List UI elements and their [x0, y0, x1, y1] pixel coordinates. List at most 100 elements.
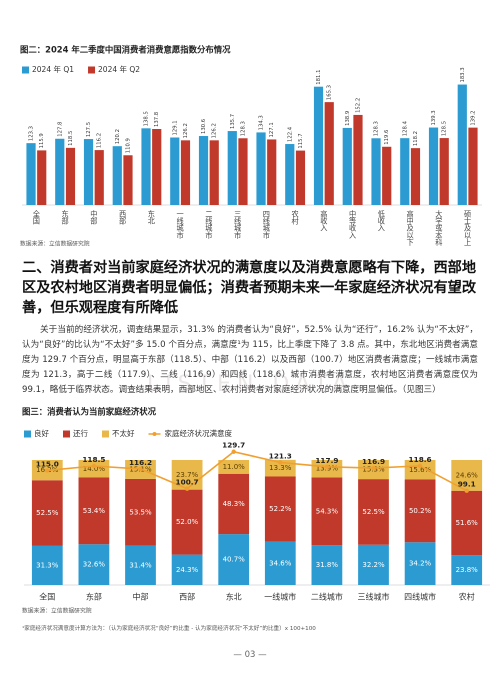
x-tick-label: 农村 [291, 209, 300, 224]
bar [227, 131, 237, 205]
x-tick-label: 高收入 [320, 209, 329, 231]
bar [256, 132, 266, 205]
data-label: 128.3 [240, 121, 246, 136]
bar-segment [78, 544, 110, 585]
watermark: LISTEN DATA [146, 372, 354, 397]
data-label: 127.5 [86, 122, 92, 137]
legend-marker [152, 432, 157, 436]
bar [439, 138, 449, 205]
data-label: 13.3% [269, 464, 292, 472]
bar-segment [451, 555, 483, 585]
bar [342, 127, 352, 205]
data-label: 52.5% [362, 508, 385, 516]
line [47, 450, 468, 492]
data-label: 116.2 [97, 133, 103, 148]
bar-segment [125, 545, 156, 585]
data-label: 52.2% [269, 505, 292, 513]
legend-label: 2024 年 Q1 [32, 64, 74, 74]
x-tick-label: 四线城市 [262, 210, 271, 240]
line-label: 116.2 [129, 458, 152, 467]
data-label: 127.1 [269, 122, 275, 137]
legend-swatch [88, 66, 96, 74]
bar [468, 127, 478, 205]
bar-segment [311, 545, 343, 585]
line-marker [184, 486, 190, 491]
x-tick-label: 全国 [32, 209, 41, 225]
x-tick-label: 高中及以下 [406, 209, 415, 247]
bar [65, 147, 76, 205]
line-marker [278, 460, 283, 465]
bar-segment [358, 544, 389, 585]
line-label: 100.7 [176, 478, 199, 487]
data-label: 137.8 [154, 111, 160, 127]
bar [285, 144, 295, 205]
bar-segment [78, 460, 110, 478]
bar-segment [171, 554, 203, 585]
line-label: 116.9 [362, 457, 385, 466]
data-label: 165.3 [327, 85, 333, 100]
data-label: 126.2 [212, 123, 218, 138]
chart-title: 图二：2024 年二季度中国消费者消费意愿指数分布情况 [20, 45, 231, 55]
bar [457, 84, 467, 205]
line-label: 99.1 [458, 480, 476, 489]
legend-label: 家庭经济状况满意度 [165, 428, 233, 438]
line-marker [371, 465, 376, 471]
data-label: 52.0% [176, 518, 199, 526]
bar [238, 138, 248, 205]
bar [152, 128, 162, 205]
x-tick-label: 东部 [61, 209, 70, 225]
bar-segment [264, 541, 296, 585]
line-marker [45, 468, 50, 473]
data-label: 54.3% [316, 507, 339, 515]
data-label: 138.9 [345, 111, 351, 126]
legend-swatch [63, 430, 70, 438]
data-label: 40.7% [223, 556, 246, 564]
x-tick-label: 低收入 [377, 209, 386, 231]
data-label: 23.7% [176, 471, 199, 479]
legend-label: 还行 [73, 428, 88, 438]
data-label: 128.5 [442, 121, 448, 136]
data-label: 118.5 [68, 131, 74, 146]
bar [180, 140, 191, 205]
bar-segment [311, 477, 343, 546]
x-tick-label: 西部 [119, 210, 128, 226]
data-label: 115.7 [298, 133, 304, 148]
x-tick-label: 硕士及以上 [464, 210, 473, 246]
bar [371, 138, 381, 205]
data-label: 130.6 [201, 118, 207, 134]
data-label: 24.3% [176, 566, 199, 574]
data-label: 53.4% [83, 507, 106, 515]
data-label: 123.3 [29, 126, 35, 141]
line-marker [231, 449, 236, 454]
source: 数据来源：立信数据研究院 [22, 607, 92, 615]
data-label: 31.3% [36, 561, 59, 569]
bar [295, 150, 306, 205]
x-tick-label: 四线城市 [404, 592, 436, 602]
x-tick-label: 东北 [226, 592, 242, 602]
line-label: 129.7 [222, 441, 245, 450]
section-heading: 二、消费者对当前家庭经济状况的满意度以及消费意愿略有下降，西部地区及农村地区消费… [22, 260, 477, 316]
x-tick-label: 二线城市 [205, 210, 214, 240]
x-tick-label: 东北 [147, 209, 156, 225]
data-label: 32.2% [362, 561, 385, 569]
data-label: 11.0% [223, 463, 246, 471]
data-label: 139.2 [470, 110, 476, 125]
bar [26, 143, 36, 205]
data-label: 50.2% [409, 507, 432, 515]
data-label: 31.8% [316, 561, 339, 569]
data-label: 115.9 [39, 133, 45, 148]
legend-swatch [22, 66, 29, 74]
x-tick-label: 中等收入 [349, 209, 358, 239]
bar [313, 86, 324, 205]
data-label: 24.6% [456, 471, 479, 479]
bar [55, 138, 65, 205]
bar-segment [31, 480, 63, 546]
x-tick-label: 中部 [90, 209, 99, 225]
x-tick-label: 西部 [179, 592, 195, 602]
line-marker [417, 463, 423, 469]
line-label: 115.0 [36, 459, 59, 468]
bar [123, 155, 133, 205]
data-label: 15.6% [409, 466, 432, 474]
bar-segment [451, 490, 483, 556]
